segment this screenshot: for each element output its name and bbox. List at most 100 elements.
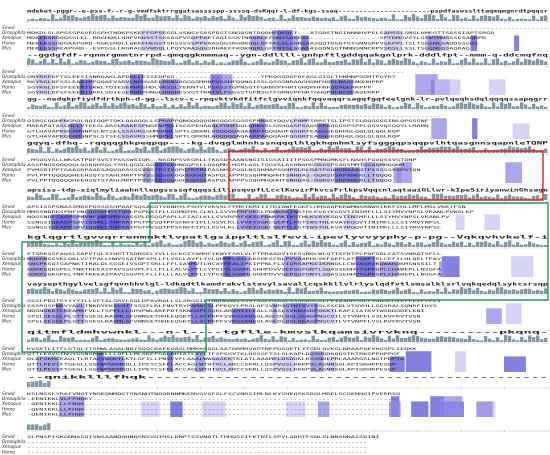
conservation-bar [215,149,219,153]
conservation-bar [395,335,400,342]
conservation-bar [295,60,299,65]
conservation-bar [27,339,31,342]
conservation-bar [147,150,151,153]
conserved-column-shade [143,167,151,183]
conservation-bar [119,339,123,342]
conservation-bar [135,60,139,65]
conservation-bar [223,242,227,247]
conservation-bar [191,105,195,109]
conservation-bar [79,242,83,247]
conserved-column-shade [190,303,213,324]
conservation-bar [523,244,528,247]
conservation-bar [235,338,239,342]
conservation-bar [63,14,67,21]
conservation-bar [79,17,83,21]
conservation-bar [383,241,388,247]
conservation-bar [243,61,247,65]
sequence-row: SLPNSPIGKGNNASQIVNSAANQQHNQSNSVQIHSLDNPT… [27,435,380,439]
sequence-row: PVMSDTPPTGAASRPAAESAQVQPAVSSVSSTPSTSQPQT… [27,168,421,172]
conserved-column-shade [284,256,302,277]
conservation-bar [191,18,195,21]
conservation-bar [439,193,444,200]
conservation-bar [527,288,532,294]
conservation-bar [255,61,259,65]
conservation-bar [363,291,368,294]
conservation-bar [495,58,500,65]
conservation-bar [67,244,71,247]
conservation-bar [211,15,215,21]
conservation-bar [139,15,143,21]
conservation-bar [359,105,364,109]
conservation-bar [507,240,512,247]
conservation-bar [59,17,63,21]
conservation-bar [515,147,520,153]
conservation-bar [479,241,484,247]
conservation-bar [35,19,39,21]
conservation-bar [107,151,111,153]
conservation-bar [455,103,460,109]
conservation-bar [139,288,143,294]
conservation-bar [379,338,384,342]
conservation-bar [307,146,311,153]
conservation-bar [311,58,315,65]
conservation-bar [495,106,500,109]
species-label: Mus [2,367,12,373]
conservation-bar [375,196,380,200]
conservation-bar [295,196,299,200]
conservation-bar [419,289,424,294]
conserved-column-shade [334,167,360,183]
conserved-column-shade [64,308,72,324]
conservation-bar [487,289,492,294]
conserved-column-shade [272,303,277,324]
conservation-bar [51,14,55,21]
conservation-bar [71,240,75,247]
conservation-bar [187,290,191,294]
sequence-row: GNYRGFDFTSLEESIANRQAKLAPDKLLEISEDPGG----… [27,75,398,79]
conservation-bar [115,289,119,294]
conservation-bar [275,146,279,153]
conservation-bar [535,289,540,294]
conservation-bar [531,15,536,21]
sequence-row: ETSRKSSFAQSLSAPVTQLIIHGTTSDRSELIVLLSCKGI… [27,252,441,256]
conservation-bar [395,106,400,109]
conservation-bar [355,336,360,342]
conservation-bar [543,106,548,109]
conservation-bar [431,105,436,109]
conservation-bar [135,288,139,294]
conservation-bar [63,105,67,109]
conservation-bar [359,146,364,153]
conservation-bar [147,335,151,342]
conserved-column-shade [309,261,332,277]
conservation-bar [331,106,335,109]
conservation-bar [523,339,528,342]
conservation-bar [503,289,508,294]
conservation-bar [115,339,119,342]
conserved-column-shade [258,118,266,139]
conservation-bar [379,60,384,65]
conservation-bar [75,104,79,109]
conservation-bar [359,340,364,342]
conserved-column-shade [157,123,163,139]
conservation-bar [107,338,111,342]
conservation-bar [447,291,452,294]
conservation-bar [531,243,536,247]
conservation-bar [215,105,219,109]
conservation-bar [99,61,103,65]
conservation-bar [195,292,199,294]
conservation-bar [303,339,307,342]
conservation-bar [367,337,372,342]
conservation-bar [471,103,476,109]
conservation-bar [259,287,263,294]
conservation-bar [331,62,335,65]
conservation-bar [307,244,311,247]
conservation-bar [227,62,231,65]
conserved-column-shade [287,209,298,230]
sequence-row: SGYRGLDFSFEEENIVKKLSDIESEPHRPHNQLHHSHESV… [27,91,380,95]
conservation-bar [163,103,167,109]
conserved-column-shade [434,79,461,95]
conservation-bar [231,102,235,109]
conservation-bar [419,242,424,247]
conserved-column-shade [411,401,429,417]
conservation-bar [311,150,315,153]
conservation-bar [299,16,303,21]
